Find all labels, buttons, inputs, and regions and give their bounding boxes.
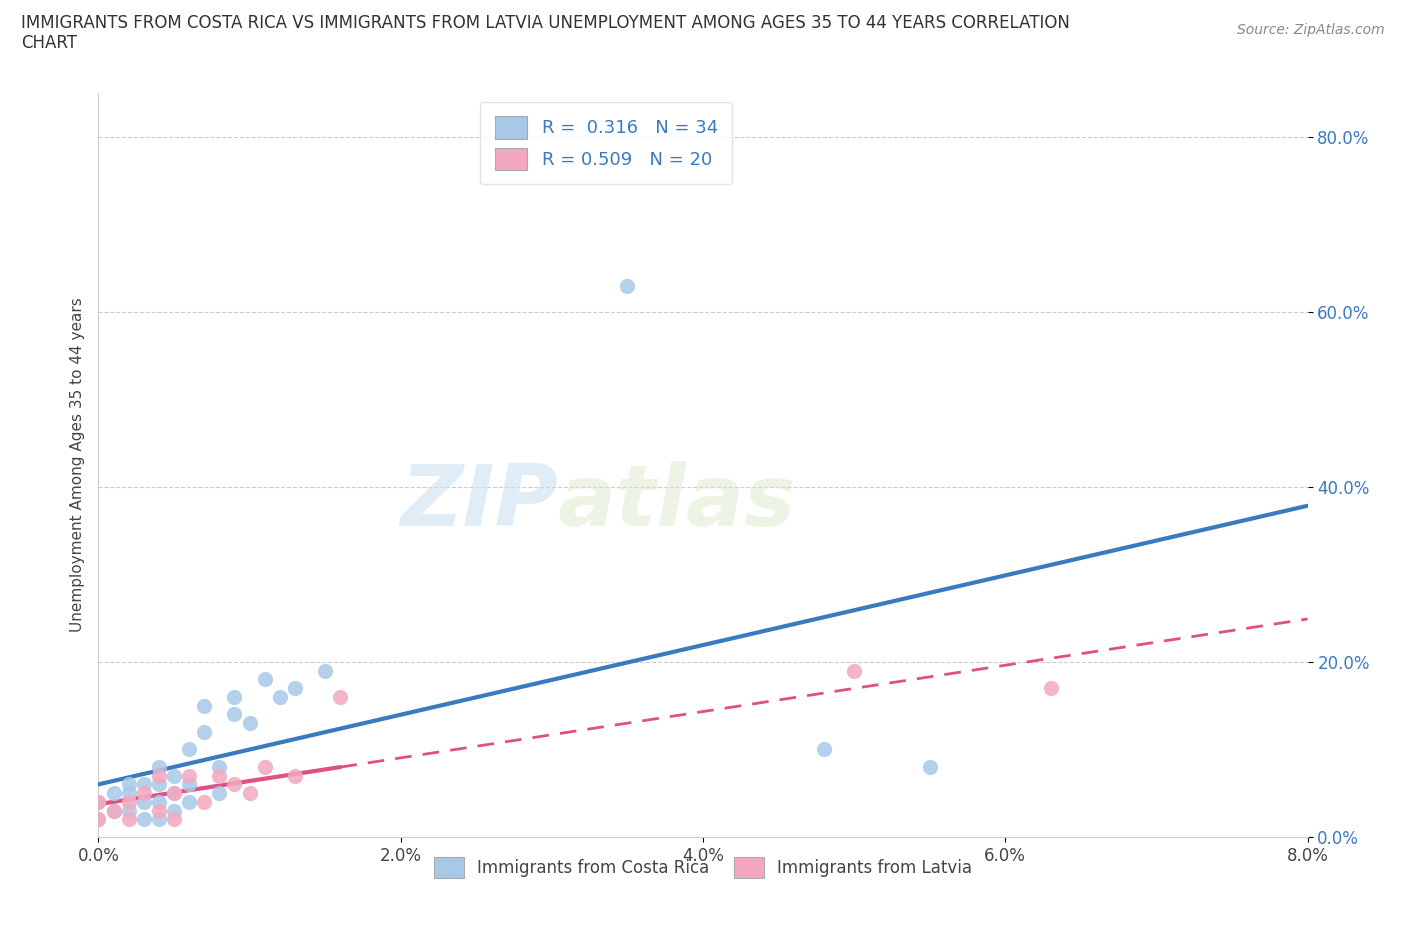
Point: [103, 786, 125, 801]
Point: [132, 777, 155, 792]
Text: CHART: CHART: [21, 34, 77, 52]
Point: [148, 768, 170, 783]
Point: [208, 768, 231, 783]
Point: [163, 786, 186, 801]
Point: [284, 681, 307, 696]
Point: [208, 786, 231, 801]
Point: [148, 777, 170, 792]
Point: [87, 794, 110, 809]
Point: [314, 663, 336, 678]
Point: [179, 777, 201, 792]
Text: IMMIGRANTS FROM COSTA RICA VS IMMIGRANTS FROM LATVIA UNEMPLOYMENT AMONG AGES 35 : IMMIGRANTS FROM COSTA RICA VS IMMIGRANTS…: [21, 14, 1070, 32]
Point: [163, 786, 186, 801]
Point: [103, 804, 125, 818]
Point: [118, 777, 141, 792]
Point: [179, 794, 201, 809]
Point: [132, 794, 155, 809]
Y-axis label: Unemployment Among Ages 35 to 44 years: Unemployment Among Ages 35 to 44 years: [69, 298, 84, 632]
Point: [179, 742, 201, 757]
Point: [918, 760, 941, 775]
Point: [224, 777, 246, 792]
Point: [239, 716, 262, 731]
Point: [616, 278, 638, 293]
Point: [193, 724, 215, 739]
Point: [813, 742, 835, 757]
Point: [118, 786, 141, 801]
Point: [148, 812, 170, 827]
Point: [284, 768, 307, 783]
Point: [87, 812, 110, 827]
Point: [329, 689, 352, 704]
Point: [193, 698, 215, 713]
Text: ZIP: ZIP: [401, 460, 558, 544]
Point: [87, 794, 110, 809]
Point: [148, 804, 170, 818]
Point: [163, 812, 186, 827]
Point: [148, 794, 170, 809]
Point: [269, 689, 291, 704]
Point: [224, 689, 246, 704]
Point: [118, 812, 141, 827]
Point: [844, 663, 866, 678]
Point: [179, 768, 201, 783]
Point: [224, 707, 246, 722]
Text: Source: ZipAtlas.com: Source: ZipAtlas.com: [1237, 23, 1385, 37]
Point: [239, 786, 262, 801]
Point: [253, 760, 276, 775]
Point: [87, 812, 110, 827]
Point: [103, 804, 125, 818]
Text: atlas: atlas: [558, 460, 796, 544]
Point: [208, 760, 231, 775]
Point: [1039, 681, 1062, 696]
Point: [163, 804, 186, 818]
Point: [132, 812, 155, 827]
Legend: Immigrants from Costa Rica, Immigrants from Latvia: Immigrants from Costa Rica, Immigrants f…: [427, 851, 979, 884]
Point: [118, 804, 141, 818]
Point: [193, 794, 215, 809]
Point: [148, 760, 170, 775]
Point: [253, 672, 276, 687]
Point: [163, 768, 186, 783]
Point: [132, 786, 155, 801]
Point: [118, 794, 141, 809]
